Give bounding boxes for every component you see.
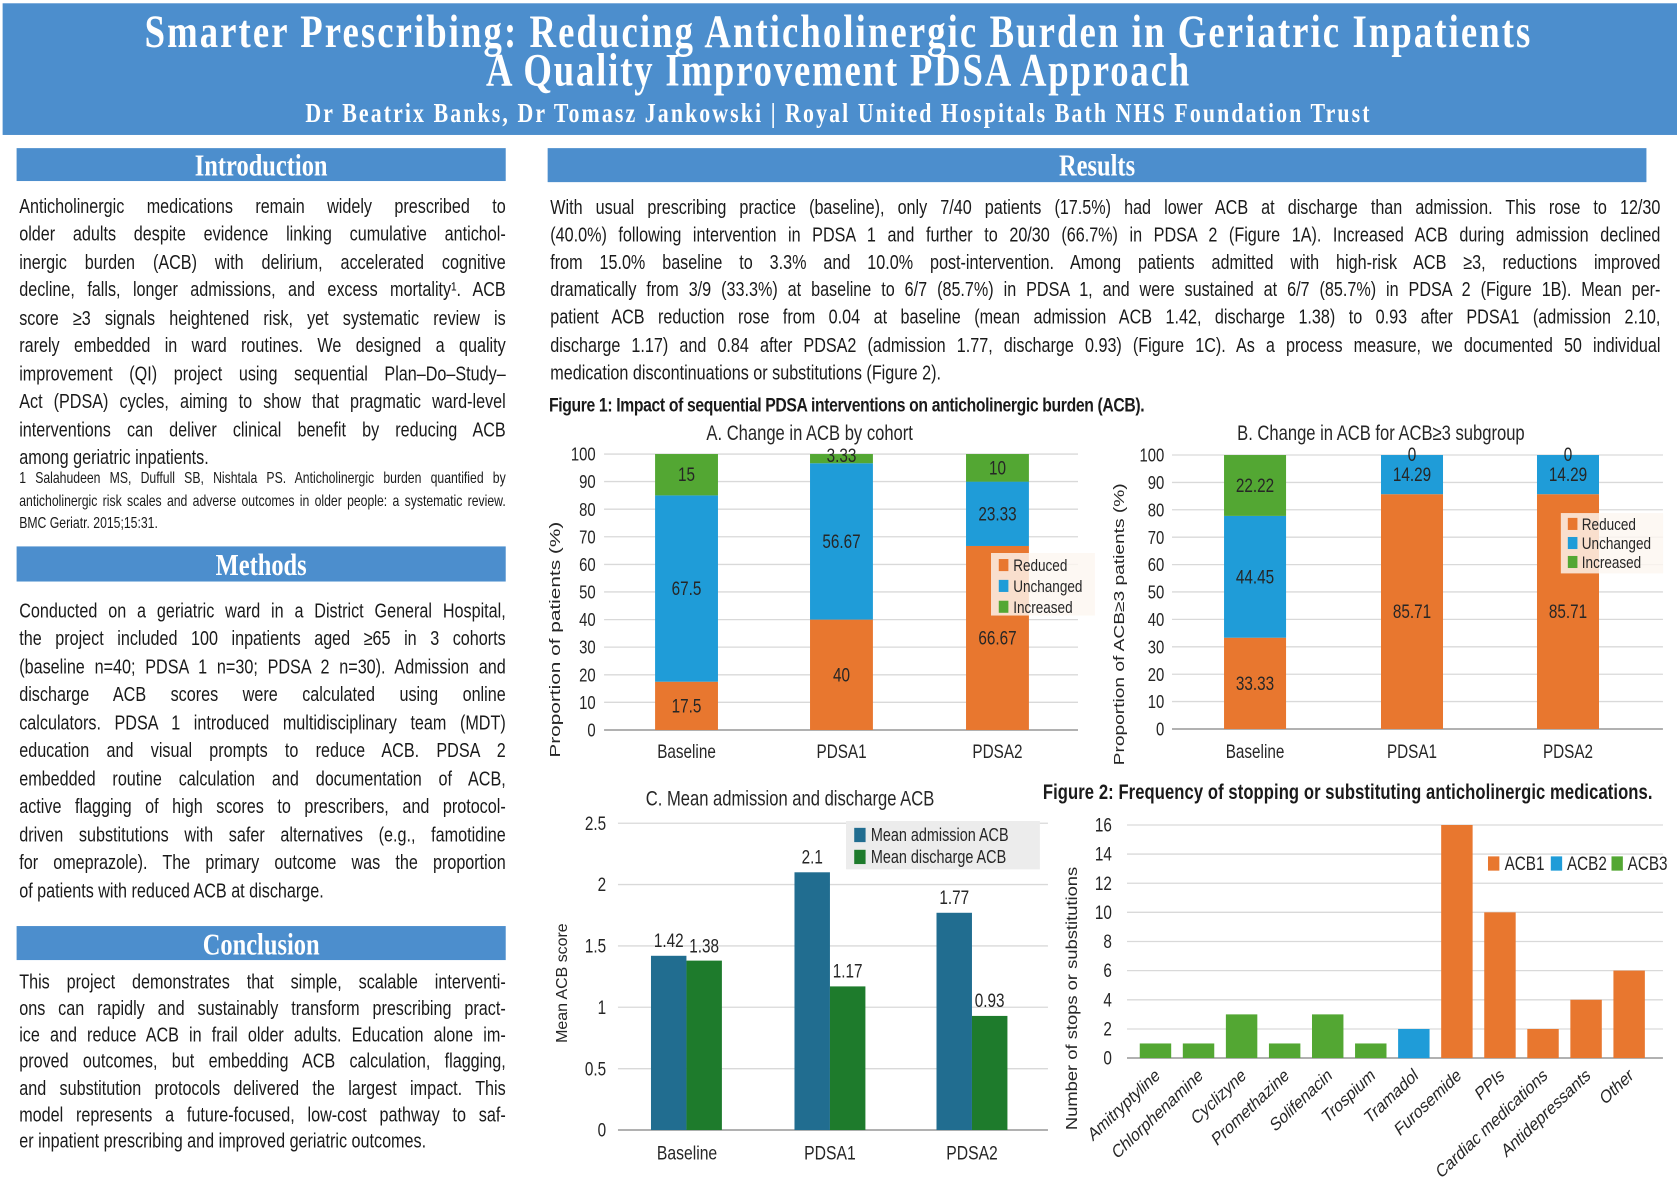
svg-text:Increased: Increased <box>1013 598 1072 617</box>
svg-text:1.17: 1.17 <box>833 960 863 982</box>
svg-text:40: 40 <box>1148 609 1165 630</box>
svg-text:60: 60 <box>1148 555 1165 576</box>
svg-text:0: 0 <box>1564 443 1573 465</box>
svg-text:100: 100 <box>571 444 596 465</box>
svg-text:1: 1 <box>598 996 607 1018</box>
svg-text:Reduced: Reduced <box>1013 557 1067 576</box>
svg-text:90: 90 <box>1148 472 1165 493</box>
svg-text:ACB3: ACB3 <box>1628 852 1668 874</box>
svg-text:A. Change in ACB by cohort: A. Change in ACB by cohort <box>706 421 913 444</box>
svg-text:0.93: 0.93 <box>975 990 1005 1012</box>
svg-text:Increased: Increased <box>1582 554 1641 573</box>
svg-text:Unchanged: Unchanged <box>1013 578 1082 597</box>
svg-text:2.5: 2.5 <box>585 812 606 834</box>
svg-text:Proportion of patients (%): Proportion of patients (%) <box>547 522 564 758</box>
svg-text:40: 40 <box>579 610 596 631</box>
svg-text:20: 20 <box>1148 664 1165 685</box>
svg-text:10: 10 <box>989 457 1006 479</box>
svg-text:50: 50 <box>1148 582 1165 603</box>
svg-text:12: 12 <box>1095 872 1112 894</box>
svg-text:2.1: 2.1 <box>802 846 823 868</box>
svg-text:1.5: 1.5 <box>585 935 606 957</box>
svg-text:0: 0 <box>1408 443 1417 465</box>
svg-text:0: 0 <box>1156 719 1164 740</box>
svg-text:16: 16 <box>1095 814 1112 836</box>
svg-text:60: 60 <box>579 554 596 575</box>
svg-text:Baseline: Baseline <box>1226 740 1285 762</box>
svg-text:PDSA2: PDSA2 <box>946 1142 998 1164</box>
svg-text:30: 30 <box>579 637 596 658</box>
svg-text:Unchanged: Unchanged <box>1582 535 1651 554</box>
svg-text:14: 14 <box>1095 843 1112 865</box>
svg-text:Reduced: Reduced <box>1582 516 1636 535</box>
svg-text:80: 80 <box>1148 500 1165 521</box>
svg-text:PPIs: PPIs <box>1472 1064 1507 1104</box>
svg-text:80: 80 <box>579 499 596 520</box>
svg-text:40: 40 <box>833 664 850 686</box>
svg-text:8: 8 <box>1103 930 1112 952</box>
svg-text:PDSA2: PDSA2 <box>1543 740 1593 762</box>
svg-text:Baseline: Baseline <box>657 740 716 762</box>
svg-text:50: 50 <box>579 582 596 603</box>
svg-text:44.45: 44.45 <box>1236 566 1274 588</box>
svg-text:4: 4 <box>1103 989 1112 1011</box>
svg-text:3.33: 3.33 <box>827 444 857 466</box>
svg-text:1.42: 1.42 <box>654 929 684 951</box>
svg-text:Baseline: Baseline <box>657 1142 717 1164</box>
svg-text:56.67: 56.67 <box>822 530 860 552</box>
svg-text:Proportion of ACB≥3 patients (: Proportion of ACB≥3 patients (%) <box>1111 483 1128 765</box>
svg-text:0: 0 <box>598 1119 607 1141</box>
svg-text:1.38: 1.38 <box>689 935 719 957</box>
svg-text:Mean admission ACB: Mean admission ACB <box>871 826 1009 846</box>
svg-text:6: 6 <box>1103 959 1112 981</box>
svg-text:70: 70 <box>579 527 596 548</box>
svg-text:Mean discharge ACB: Mean discharge ACB <box>871 847 1006 867</box>
svg-text:10: 10 <box>1095 901 1112 923</box>
svg-text:33.33: 33.33 <box>1236 672 1274 694</box>
svg-text:Mean ACB score: Mean ACB score <box>553 923 571 1043</box>
svg-text:PDSA2: PDSA2 <box>972 740 1022 762</box>
svg-text:0: 0 <box>1103 1047 1112 1069</box>
svg-text:14.29: 14.29 <box>1549 464 1587 486</box>
svg-text:17.5: 17.5 <box>672 695 702 717</box>
svg-text:20: 20 <box>579 665 596 686</box>
svg-text:PDSA1: PDSA1 <box>1387 740 1437 762</box>
svg-text:B. Change in ACB for ACB≥3 sub: B. Change in ACB for ACB≥3 subgroup <box>1237 421 1525 444</box>
svg-text:PDSA1: PDSA1 <box>817 740 867 762</box>
svg-text:30: 30 <box>1148 637 1165 658</box>
svg-text:23.33: 23.33 <box>978 503 1016 525</box>
svg-text:10: 10 <box>579 692 596 713</box>
svg-text:85.71: 85.71 <box>1549 600 1587 622</box>
svg-text:15: 15 <box>678 464 695 486</box>
svg-text:0: 0 <box>587 720 595 741</box>
svg-text:10: 10 <box>1148 692 1165 713</box>
svg-text:Number of stops or substitutio: Number of stops or substitutions <box>1063 866 1081 1130</box>
svg-text:Other: Other <box>1597 1064 1637 1109</box>
svg-text:100: 100 <box>1140 445 1165 466</box>
svg-text:1.77: 1.77 <box>939 886 969 908</box>
svg-text:70: 70 <box>1148 527 1165 548</box>
svg-text:PDSA1: PDSA1 <box>804 1142 856 1164</box>
svg-text:C. Mean admission and discharg: C. Mean admission and discharge ACB <box>646 787 935 810</box>
svg-text:22.22: 22.22 <box>1236 474 1274 496</box>
svg-text:0.5: 0.5 <box>585 1058 606 1080</box>
svg-text:14.29: 14.29 <box>1393 464 1431 486</box>
svg-text:ACB1: ACB1 <box>1505 852 1545 874</box>
svg-text:67.5: 67.5 <box>672 577 702 599</box>
svg-text:90: 90 <box>579 472 596 493</box>
svg-text:2: 2 <box>598 873 607 895</box>
svg-text:66.67: 66.67 <box>978 627 1016 649</box>
svg-text:ACB2: ACB2 <box>1567 852 1607 874</box>
svg-text:85.71: 85.71 <box>1393 600 1431 622</box>
svg-text:2: 2 <box>1103 1018 1112 1040</box>
